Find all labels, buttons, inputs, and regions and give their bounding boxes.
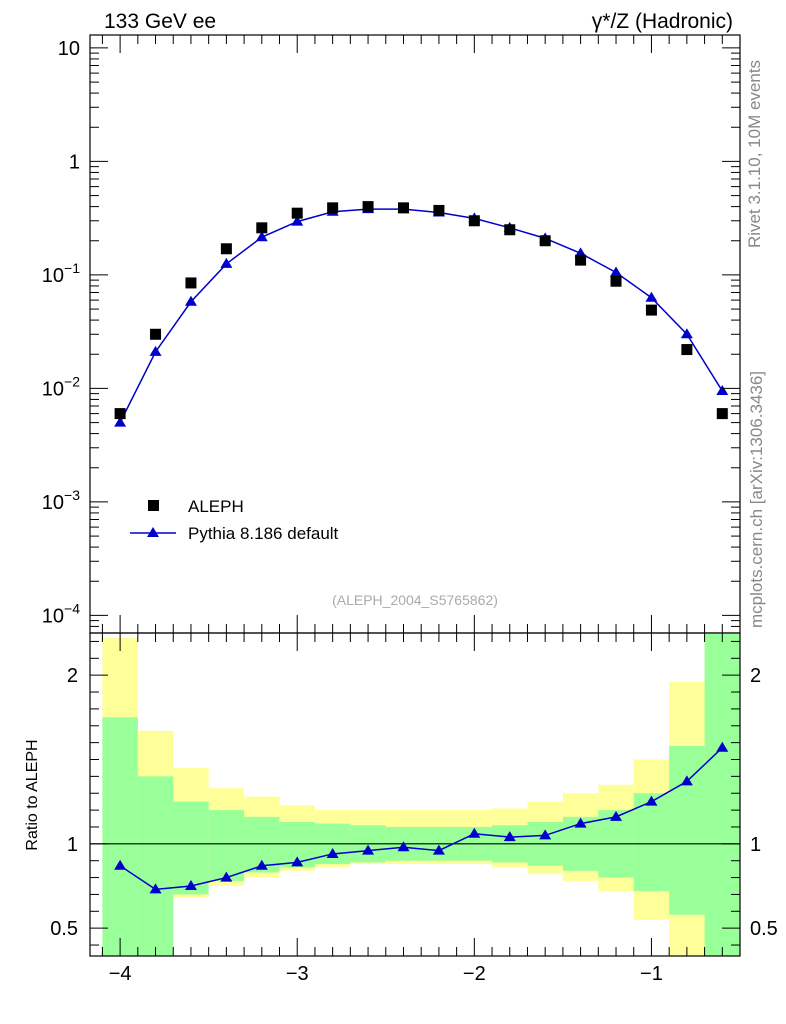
ratio-point [184,880,197,891]
mc-point [610,266,623,277]
mc-point [291,215,304,226]
y-tick-label: 10−4 [42,600,80,627]
y-tick-label: 2 [67,665,78,687]
mc-point [114,416,127,427]
ratio-point [468,827,481,838]
ratio-point [432,844,445,855]
x-tick-label: −1 [640,963,663,985]
ratio-point [503,831,516,842]
uncertainty-band-inner [669,746,705,915]
data-point [575,254,587,266]
ratio-point [397,841,410,852]
legend: ALEPH Pythia 8.186 default [130,497,339,543]
y-tick-label: 10 [58,38,80,60]
uncertainty-band-inner [102,717,138,956]
x-tick-label: −3 [286,963,309,985]
mc-point [184,295,197,306]
data-point [681,344,693,356]
data-point [539,235,551,247]
data-point [256,222,268,234]
header-right: γ*/Z (Hadronic) [592,10,733,33]
ratio-point [680,775,693,786]
data-point [397,202,409,214]
x-tick-label: −4 [109,963,132,985]
mc-line [119,208,723,423]
ratio-point [574,817,587,828]
uncertainty-band-inner [633,793,670,892]
data-point [150,328,162,340]
uncertainty-band-inner [704,633,740,956]
data-point [610,275,622,287]
data-point [362,201,374,213]
ratio-point [220,871,233,882]
y-tick-label: 10−1 [42,260,80,287]
ratio-point [645,795,658,806]
data-point [291,207,303,219]
mc-point [645,291,658,302]
data-point [114,408,126,420]
uncertainty-band-inner [208,810,245,881]
data-point [327,202,339,214]
data-point [185,277,197,289]
y-tick-label: 10−3 [42,487,80,514]
data-point [645,304,657,316]
ratio-point [362,844,375,855]
data-point [716,408,728,420]
data-point [220,243,232,255]
mc-point [220,257,233,268]
ratio-point [716,741,729,752]
analysis-label: (ALEPH_2004_S5765862) [332,592,498,608]
y-tick-label-right: 2 [750,665,761,687]
ratio-frame [89,632,741,957]
ratio-point [326,847,339,858]
legend-marker-aleph [148,500,159,511]
mc-point [680,328,693,339]
header-left: 133 GeV ee [104,10,216,33]
mc-point [149,345,162,356]
mc-point [716,384,729,395]
x-tick-label: −2 [463,963,486,985]
y-tick-label: 1 [67,834,78,856]
legend-label-pythia: Pythia 8.186 default [188,524,339,543]
uncertainty-band-inner [173,801,209,895]
legend-label-aleph: ALEPH [188,497,244,516]
y-tick-label-right: 0.5 [750,918,778,940]
y-tick-label-right: 1 [750,834,761,856]
rivet-label: Rivet 3.1.10, 10M events [745,60,764,248]
data-point [433,204,445,216]
uncertainty-band-inner [137,776,174,956]
legend-marker-pythia [147,527,159,537]
main-panel: 10 1 10−1 10−2 10−3 10−4 (ALEPH_2004_S5765862… [42,34,741,634]
ratio-point [255,859,268,870]
ratio-line [119,747,723,891]
ratio-point [610,810,623,821]
ratio-point [149,883,162,894]
data-point [504,224,516,236]
ratio-point [539,829,552,840]
mcplots-label: mcplots.cern.ch [arXiv:1306.3436] [747,371,766,628]
mc-point [255,231,268,242]
y-tick-label: 0.5 [50,918,78,940]
ratio-point [291,856,304,867]
data-point [468,215,480,227]
ratio-point [114,859,127,870]
y-tick-label: 1 [69,151,80,173]
ratio-ylabel: Ratio to ALEPH [24,739,41,850]
ratio-panel: −4 −3 −2 −1 0.5 0.5 1 1 2 2 Ratio to ALEPH [24,632,778,985]
main-frame [89,34,741,634]
y-tick-label: 10−2 [42,373,80,400]
